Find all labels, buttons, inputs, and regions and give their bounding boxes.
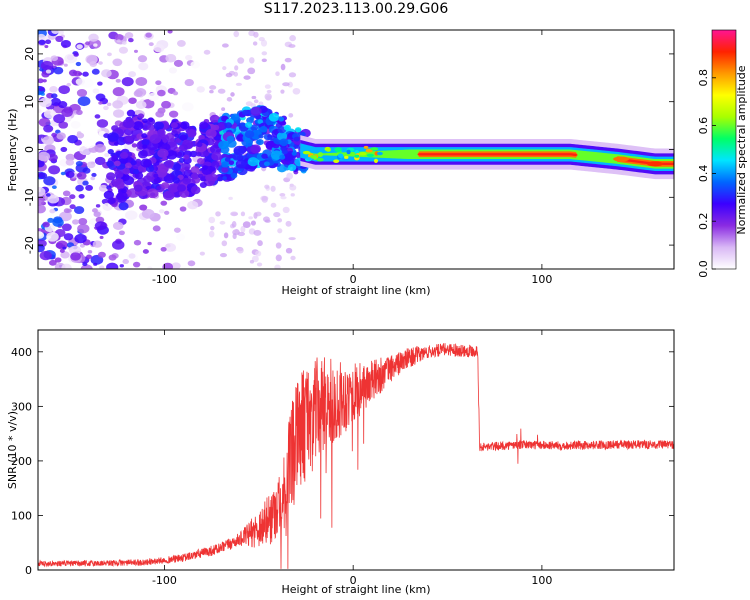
spectrogram-y-tick-label: 10 — [23, 95, 36, 109]
spectrogram-heatmap — [38, 30, 674, 269]
chart-title: S117.2023.113.00.29.G06 — [264, 1, 449, 17]
snr-y-ticks: 0 100 200 300 400 — [11, 346, 674, 577]
snr-y-tick-label: 200 — [11, 455, 32, 468]
spectrogram-y-ticks: -20 -10 0 10 20 — [23, 47, 674, 254]
spectrogram-x-tick-label: 0 — [350, 273, 357, 286]
colorbar-tick-label: 0.4 — [697, 165, 710, 183]
colorbar-ticks: 0.0 0.2 0.4 0.6 0.8 — [697, 69, 716, 278]
spectrogram-y-axis-label: Frequency (Hz) — [6, 109, 19, 192]
snr-y-tick-label: 400 — [11, 346, 32, 359]
colorbar-gradient — [711, 29, 737, 270]
snr-y-tick-label: 300 — [11, 400, 32, 413]
snr-series-line — [37, 343, 675, 569]
snr-panel: -100 0 100 0 100 200 300 400 Height of straigh… — [6, 329, 675, 596]
colorbar-tick-label: 0.0 — [697, 260, 710, 278]
spectrogram-x-axis-label: Height of straight line (km) — [281, 284, 430, 297]
snr-x-tick-label: 100 — [531, 574, 552, 587]
spectrogram-x-ticks: -100 0 100 — [152, 30, 552, 286]
colorbar: 0.0 0.2 0.4 0.6 0.8 Normalized spectral ampl… — [697, 29, 748, 278]
snr-x-tick-label: 0 — [350, 574, 357, 587]
colorbar-tick-label: 0.6 — [697, 117, 710, 135]
snr-y-tick-label: 0 — [25, 564, 32, 577]
colorbar-label: Normalized spectral amplitude — [735, 65, 748, 234]
spectrogram-y-tick-label: -10 — [23, 188, 36, 206]
colorbar-tick-label: 0.2 — [697, 212, 710, 230]
colorbar-tick-label: 0.8 — [697, 69, 710, 87]
spectrogram-cells — [38, 30, 674, 269]
snr-y-tick-label: 100 — [11, 509, 32, 522]
snr-x-tick-label: -100 — [152, 574, 177, 587]
spectral-peak — [647, 161, 664, 167]
snr-y-axis-label: SNR (10 * v/v) — [6, 411, 19, 489]
spectrogram-y-tick-label: -20 — [23, 236, 36, 254]
spectrogram-y-tick-label: 20 — [23, 47, 36, 61]
spectral-peak — [613, 156, 630, 162]
snr-frame — [37, 329, 675, 571]
spectrogram-x-tick-label: -100 — [152, 273, 177, 286]
snr-x-axis-label: Height of straight line (km) — [281, 583, 430, 596]
snr-x-ticks: -100 0 100 — [152, 330, 552, 587]
spectrogram-y-tick-label: 0 — [23, 146, 36, 153]
spectrogram-x-tick-label: 100 — [531, 273, 552, 286]
